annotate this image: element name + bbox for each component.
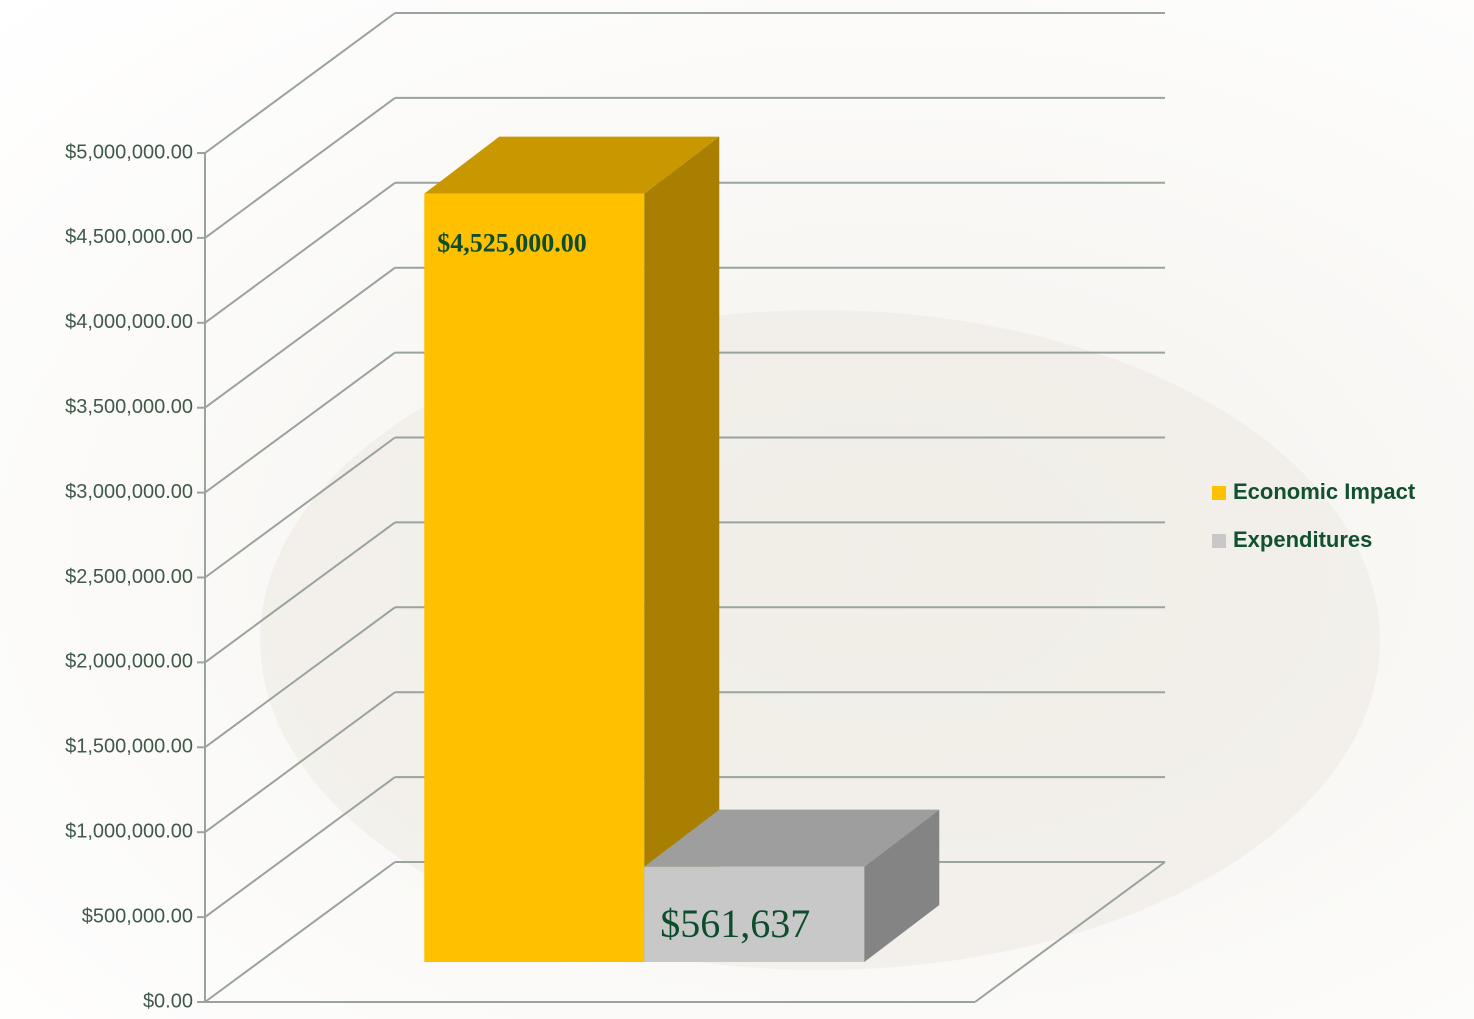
bar-side xyxy=(644,136,720,962)
value-label: $561,637 xyxy=(660,901,810,946)
y-tick-label: $5,000,000.00 xyxy=(65,141,193,163)
y-tick-label: $0.00 xyxy=(143,990,193,1012)
legend-label: Expenditures xyxy=(1233,527,1372,552)
bar-front xyxy=(644,866,865,962)
value-label: $4,525,000.00 xyxy=(437,229,587,258)
grid-line xyxy=(204,97,396,239)
bar-front xyxy=(424,193,645,962)
grid-line xyxy=(204,861,396,1003)
y-tick-label: $1,500,000.00 xyxy=(65,736,193,758)
bar-side xyxy=(864,809,940,962)
floor-side xyxy=(974,861,1166,1003)
grid-line xyxy=(204,776,396,918)
legend-swatch xyxy=(1212,534,1226,548)
legend-swatch xyxy=(1212,486,1226,500)
bar-top xyxy=(644,809,940,867)
y-tick-label: $2,500,000.00 xyxy=(65,566,193,588)
grid-line xyxy=(204,266,396,409)
legend-label: Economic Impact xyxy=(1233,479,1416,504)
bar-top xyxy=(424,136,720,194)
y-tick-label: $3,500,000.00 xyxy=(65,396,193,418)
grid-line xyxy=(204,521,396,664)
grid-line xyxy=(204,606,396,749)
y-tick-label: $4,500,000.00 xyxy=(65,226,193,248)
grid-line xyxy=(204,351,396,494)
y-tick-label: $3,000,000.00 xyxy=(65,481,193,503)
grid-line xyxy=(204,181,396,324)
y-tick-label: $500,000.00 xyxy=(82,905,193,927)
y-tick-label: $4,000,000.00 xyxy=(65,311,193,333)
grid-line xyxy=(204,12,396,154)
y-tick-label: $2,000,000.00 xyxy=(65,651,193,673)
y-tick-label: $1,000,000.00 xyxy=(65,820,193,842)
grid-line xyxy=(204,436,396,579)
grid-line xyxy=(204,691,396,834)
